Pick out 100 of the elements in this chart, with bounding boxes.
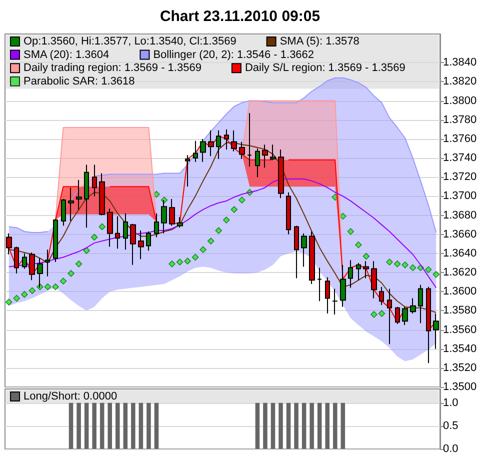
- point: [370, 311, 378, 318]
- candlestick: [433, 313, 439, 350]
- y-tick-label: 1.3660: [443, 228, 477, 240]
- candlestick: [270, 144, 276, 160]
- point: [75, 260, 82, 268]
- point: [402, 261, 408, 268]
- point: [355, 241, 362, 248]
- candlestick: [99, 172, 105, 216]
- candlestick: [325, 276, 330, 314]
- y-tick-label: 1.3540: [443, 342, 477, 355]
- point: [13, 294, 20, 302]
- point: [192, 254, 199, 261]
- y-tick-label: 1.3840: [443, 56, 477, 69]
- candlestick: [410, 298, 416, 314]
- candlestick: [371, 260, 377, 299]
- line-series: [8, 178, 437, 288]
- candlestick: [418, 284, 423, 324]
- candlestick: [387, 288, 392, 345]
- y-tick-label: 1.3720: [443, 171, 477, 184]
- y-tick-label: 1.3760: [443, 132, 477, 145]
- candlestick: [363, 260, 369, 279]
- candlestick: [208, 130, 214, 157]
- point: [394, 260, 401, 268]
- candlestick: [356, 262, 361, 281]
- candlestick: [61, 198, 66, 226]
- y-tick-label: 1.3520: [443, 362, 477, 374]
- candlestick: [123, 212, 128, 250]
- point: [424, 266, 432, 274]
- y-tick-label: 1.3740: [443, 152, 477, 164]
- y-tick-label: 1.3700: [443, 190, 477, 202]
- candlestick: [53, 218, 58, 263]
- legend-label: Op:1.3560, Hi:1.3577, Lo:1.3540, Cl:1.3569: [24, 36, 236, 48]
- point: [378, 310, 386, 317]
- y-tick-label: 1.3600: [443, 286, 477, 298]
- candlestick: [262, 144, 268, 168]
- point: [176, 258, 184, 266]
- y-tick-label: 0.0: [443, 443, 458, 455]
- legend-label: SMA (20): 1.3604: [24, 48, 110, 61]
- point: [52, 283, 59, 290]
- candlestick: [309, 230, 315, 284]
- candlestick: [84, 164, 89, 228]
- candlestick: [76, 179, 82, 210]
- point: [184, 258, 191, 264]
- candlestick: [216, 130, 221, 160]
- point: [28, 287, 36, 294]
- candlestick: [130, 223, 136, 266]
- candlestick: [154, 212, 159, 238]
- point: [168, 260, 176, 268]
- y-tick-label: 1.3820: [443, 76, 477, 88]
- candlestick: [14, 246, 19, 274]
- point: [409, 264, 416, 272]
- chart-title: Chart 23.11.2010 09:05: [160, 8, 320, 25]
- candlestick: [68, 187, 74, 222]
- point: [238, 196, 246, 204]
- candlestick: [138, 230, 144, 260]
- point: [98, 223, 106, 230]
- y-tick-label: 1.3640: [443, 247, 477, 260]
- legend-label: SMA (5): 1.3578: [280, 36, 360, 48]
- y-tick-label: 1.3680: [443, 209, 477, 222]
- point: [386, 258, 393, 266]
- candlestick: [185, 154, 190, 188]
- y-tick-label: 1.3620: [443, 266, 477, 279]
- point: [90, 234, 98, 241]
- point: [44, 283, 52, 290]
- legend-label: Daily S/L region: 1.3569 - 1.3569: [244, 62, 406, 74]
- point: [230, 206, 238, 213]
- candlestick: [286, 192, 291, 235]
- candlestick: [29, 252, 35, 281]
- point: [215, 227, 222, 234]
- candlestick: [255, 148, 260, 178]
- candlestick: [395, 306, 400, 325]
- y-tick-label: 1.3560: [443, 324, 477, 336]
- candlestick: [224, 128, 229, 150]
- candlestick: [6, 232, 12, 255]
- legend-label: Parabolic SAR: 1.3618: [24, 75, 135, 88]
- point: [5, 298, 12, 306]
- point: [432, 271, 440, 278]
- point: [60, 278, 67, 284]
- y-tick-label: 1.0: [443, 396, 458, 409]
- candlestick: [247, 112, 252, 168]
- candlestick: [332, 288, 338, 315]
- candlestick: [22, 252, 27, 270]
- candlestick: [348, 260, 353, 288]
- candlestick: [146, 230, 151, 252]
- candlestick: [37, 258, 43, 288]
- point: [332, 194, 339, 201]
- y-tick-label: 1.3780: [443, 114, 477, 126]
- candlestick: [200, 138, 206, 162]
- point: [207, 238, 214, 244]
- candlestick: [231, 130, 237, 152]
- legend-label: Bollinger (20, 2): 1.3546 - 1.3662: [153, 48, 314, 61]
- candlestick: [317, 267, 322, 302]
- candlestick: [340, 264, 346, 308]
- point: [68, 270, 74, 277]
- candlestick: [115, 216, 120, 250]
- y-tick-label: 1.3580: [443, 304, 477, 317]
- legend-label: Long/Short: 0.0000: [24, 390, 118, 402]
- point: [200, 246, 206, 254]
- y-tick-label: 1.3500: [443, 381, 477, 393]
- point: [340, 212, 346, 220]
